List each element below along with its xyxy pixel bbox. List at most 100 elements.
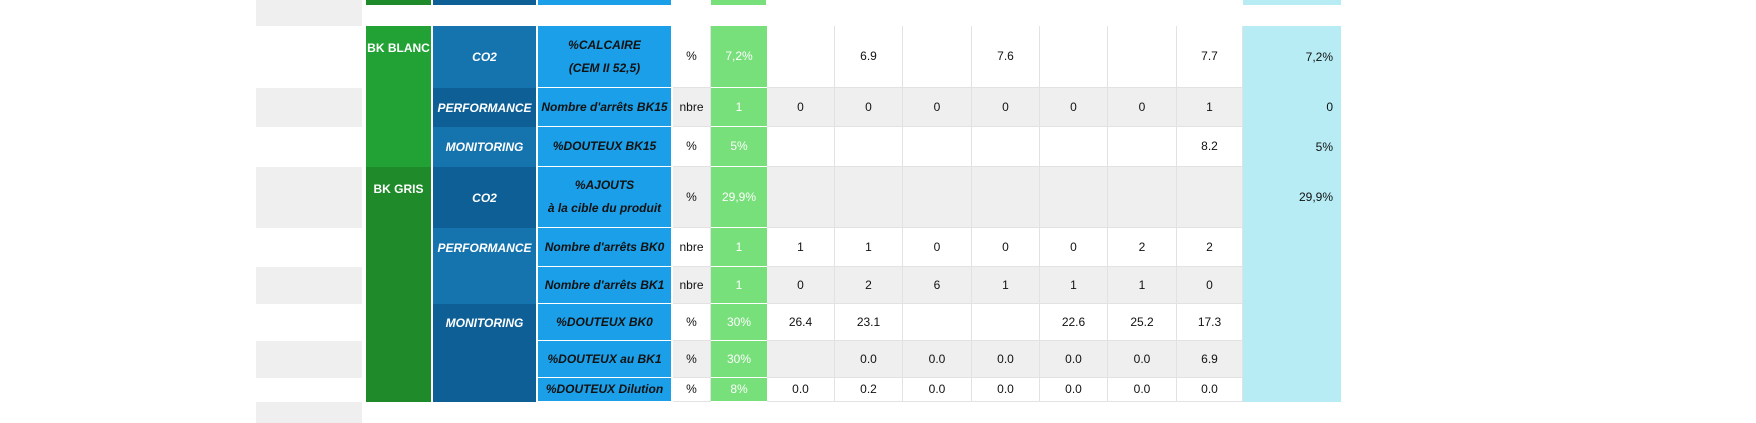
value-cell: 1 [767,228,835,267]
unit-cell: nbre [673,267,711,304]
row-stripe [256,378,362,402]
indicator-text: Nombre d'arrêts BK1 [544,277,665,292]
indicator-text: Nombre d'arrêts BK0 [544,239,665,254]
value-cell: 0 [1040,88,1108,127]
row-stripe [256,26,362,88]
indicator-cell: %AJOUTS à la cible du produit [538,167,671,228]
value-cell: 0 [1177,267,1243,304]
value-cell: 6.9 [1177,341,1243,378]
category-cell: CO2 [433,26,536,88]
unit-cell: % [673,26,711,88]
indicator-cell: Nombre d'arrêts BK1 [538,267,671,304]
value-cell: 1 [1177,88,1243,127]
target-cell: 30% [711,304,767,341]
row-stripe [256,228,362,267]
value-cell: 0 [903,88,972,127]
unit-cell: % [673,341,711,378]
value-cell: 1 [1108,267,1177,304]
indicator-text: %DOUTEUX Dilution [545,382,664,397]
target-cell: 8% [711,378,767,402]
summary-cell: 5% [1243,127,1341,167]
category-cell: PERFORMANCE [433,88,536,127]
value-cell: 0.0 [972,378,1040,402]
value-cell [1040,26,1108,88]
value-cell: 7.6 [972,26,1040,88]
value-cell [1040,127,1108,167]
indicator-cell: %DOUTEUX Dilution [538,378,671,402]
value-cell [972,167,1040,228]
indicator-text: à la cible du produit [547,201,662,215]
summary-cell [1243,0,1341,5]
value-cell [1108,26,1177,88]
value-cell: 25.2 [1108,304,1177,341]
indicator-cell: %DOUTEUX BK0 [538,304,671,341]
value-cell: 1 [835,228,903,267]
value-cell [1177,167,1243,228]
row-stripe [256,0,362,26]
category-cell: MONITORING [433,127,536,167]
value-cell: 0 [1040,228,1108,267]
target-cell: 29,9% [711,167,767,228]
value-cell: 6 [903,267,972,304]
value-cell: 0 [1108,88,1177,127]
value-cell: 22.6 [1040,304,1108,341]
row-stripe [256,341,362,378]
summary-cell [1243,378,1341,402]
value-cell: 0 [972,228,1040,267]
indicator-cell: Nombre d'arrêts BK0 [538,228,671,267]
unit-cell: nbre [673,88,711,127]
indicator-text: %AJOUTS [574,178,635,193]
value-cell [972,304,1040,341]
category-cell: CO2 [433,167,536,228]
value-cell [1040,167,1108,228]
value-cell [1108,167,1177,228]
group-cell [366,0,431,5]
unit-cell: % [673,127,711,167]
value-cell [835,167,903,228]
indicator-cell: %CALCAIRE (CEM II 52,5) [538,26,671,88]
group-cell: BK GRIS [366,167,431,402]
summary-cell: 7,2% [1243,26,1341,88]
value-cell [767,341,835,378]
group-cell: BK BLANC [366,26,431,167]
value-cell: 23.1 [835,304,903,341]
target-cell: 30% [711,341,767,378]
indicator-text: %DOUTEUX au BK1 [547,351,662,366]
target-cell: 1 [711,88,767,127]
value-cell [1108,127,1177,167]
value-cell: 0.0 [1040,378,1108,402]
value-cell: 17.3 [1177,304,1243,341]
value-cell: 26.4 [767,304,835,341]
unit-cell: % [673,167,711,228]
target-cell: 1 [711,228,767,267]
value-cell [903,26,972,88]
value-cell [767,26,835,88]
value-cell: 2 [1108,228,1177,267]
value-cell: 0.0 [767,378,835,402]
value-cell: 7.7 [1177,26,1243,88]
value-cell [903,304,972,341]
indicator-cell [538,0,671,5]
value-cell: 0 [767,88,835,127]
value-cell: 2 [1177,228,1243,267]
value-cell: 0 [835,88,903,127]
value-cell [903,167,972,228]
summary-cell [1243,267,1341,304]
value-cell [972,127,1040,167]
unit-cell: % [673,304,711,341]
value-cell [767,127,835,167]
value-cell: 0.0 [1108,378,1177,402]
target-cell: 1 [711,267,767,304]
category-cell [433,0,536,5]
value-cell: 0.0 [1108,341,1177,378]
value-cell: 0.0 [903,378,972,402]
indicator-cell: Nombre d'arrêts BK15 [538,88,671,127]
value-cell [767,167,835,228]
summary-cell: 29,9% [1243,167,1341,228]
value-cell [903,127,972,167]
indicator-cell: %DOUTEUX au BK1 [538,341,671,378]
row-stripe [256,402,362,423]
indicator-cell: %DOUTEUX BK15 [538,127,671,167]
indicator-text: %DOUTEUX BK0 [556,314,653,329]
